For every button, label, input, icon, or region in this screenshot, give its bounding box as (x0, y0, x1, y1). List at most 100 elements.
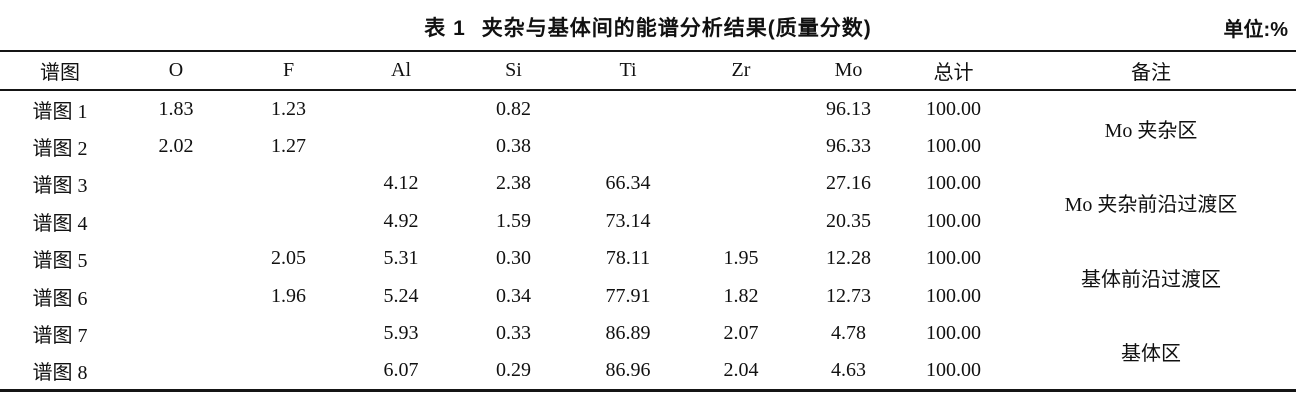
header-row: 谱图 O F Al Si Ti Zr Mo 总计 备注 (0, 51, 1296, 90)
table-row-spectrum-6: 谱图 6 1.96 5.24 0.34 77.91 1.82 12.73 100… (0, 278, 1296, 316)
table-title: 表 1 夹杂与基体间的能谱分析结果(质量分数) (0, 12, 1296, 42)
value-cell: 0.82 (496, 97, 531, 120)
value-cell: 6.07 (383, 359, 419, 381)
row-label: 谱图 4 (32, 212, 88, 235)
remark-cell: 基体前沿过渡区 (1081, 269, 1221, 291)
total-cell: 100.00 (926, 209, 981, 232)
total-cell: 100.00 (926, 97, 981, 120)
value-cell (120, 165, 232, 203)
value-cell (345, 128, 457, 166)
row-label: 谱图 8 (32, 362, 88, 384)
table-row-spectrum-3: 谱图 3 4.12 2.38 66.34 27.16 100.00 Mo 夹杂前… (0, 165, 1296, 216)
total-cell: 100.00 (926, 134, 981, 157)
value-cell: 4.92 (383, 209, 419, 232)
unit-label: 单位:% (1223, 19, 1288, 41)
table-title-text: 夹杂与基体间的能谱分析结果(质量分数) (481, 17, 872, 40)
table-caption: 表 1 夹杂与基体间的能谱分析结果(质量分数) 单位:% (0, 0, 1296, 50)
row-label: 谱图 2 (32, 137, 88, 160)
value-cell (232, 203, 345, 241)
col-header-remark: 备注 (1131, 62, 1171, 84)
col-header-si: Si (505, 59, 522, 81)
value-cell (686, 128, 796, 166)
value-cell: 4.63 (831, 359, 866, 381)
remark-cell: Mo 夹杂前沿过渡区 (1064, 194, 1238, 216)
col-header-f: F (282, 59, 295, 81)
value-cell (232, 315, 345, 353)
table-row-spectrum-2: 谱图 2 2.02 1.27 0.38 96.33 100.00 (0, 128, 1296, 166)
value-cell: 96.33 (826, 134, 871, 157)
table-row-spectrum-1: 谱图 1 1.83 1.23 0.82 96.13 100.00 Mo 夹杂区 (0, 90, 1296, 142)
table-row-spectrum-5: 谱图 5 2.05 5.31 0.30 78.11 1.95 12.28 100… (0, 240, 1296, 291)
value-cell (686, 203, 796, 241)
value-cell: 1.83 (158, 97, 194, 120)
value-cell (686, 90, 796, 128)
value-cell: 86.96 (605, 359, 651, 381)
remark-cell: Mo 夹杂区 (1104, 119, 1198, 142)
value-cell (345, 90, 457, 128)
value-cell: 77.91 (605, 284, 651, 307)
value-cell: 4.12 (383, 172, 419, 195)
value-cell: 0.33 (496, 322, 531, 345)
total-cell: 100.00 (926, 284, 981, 307)
value-cell: 1.96 (271, 284, 306, 307)
value-cell: 1.27 (271, 134, 306, 157)
total-cell: 100.00 (926, 322, 981, 345)
table-row-spectrum-8: 谱图 8 6.07 0.29 86.96 2.04 4.63 100.00 (0, 353, 1296, 391)
col-header-al: Al (391, 59, 411, 81)
col-header-spectrum: 谱图 (40, 62, 80, 84)
value-cell (570, 128, 686, 166)
value-cell: 1.23 (271, 97, 306, 120)
value-cell (120, 203, 232, 241)
value-cell: 27.16 (826, 172, 871, 195)
value-cell: 86.89 (605, 322, 651, 345)
row-label: 谱图 3 (32, 175, 88, 198)
row-label: 谱图 6 (32, 287, 88, 310)
value-cell (686, 165, 796, 203)
col-header-total: 总计 (933, 62, 974, 84)
total-cell: 100.00 (926, 172, 981, 195)
value-cell: 0.38 (496, 134, 531, 157)
value-cell: 78.11 (605, 247, 651, 270)
table-row-spectrum-7: 谱图 7 5.93 0.33 86.89 2.07 4.78 100.00 基体… (0, 315, 1296, 365)
value-cell: 5.24 (383, 284, 419, 307)
value-cell: 96.13 (826, 97, 871, 120)
value-cell (570, 90, 686, 128)
col-header-ti: Ti (619, 59, 637, 81)
value-cell: 1.95 (723, 247, 759, 270)
value-cell (120, 315, 232, 353)
value-cell: 1.59 (496, 209, 531, 232)
row-label: 谱图 1 (32, 100, 88, 123)
value-cell: 1.82 (723, 284, 759, 307)
value-cell: 5.31 (383, 247, 419, 270)
value-cell: 12.28 (826, 247, 871, 270)
value-cell (232, 165, 345, 203)
eds-results-table: 谱图 O F Al Si Ti Zr Mo 总计 备注 谱图 1 1.83 1.… (0, 50, 1296, 392)
col-header-o: O (168, 59, 184, 81)
total-cell: 100.00 (926, 247, 981, 270)
total-cell: 100.00 (926, 359, 981, 381)
col-header-zr: Zr (731, 59, 751, 81)
value-cell (120, 278, 232, 316)
remark-cell: 基体区 (1121, 343, 1181, 366)
value-cell: 73.14 (605, 209, 651, 232)
value-cell: 20.35 (826, 209, 871, 232)
value-cell: 4.78 (831, 322, 866, 345)
row-label: 谱图 5 (32, 250, 88, 273)
value-cell: 2.04 (723, 359, 759, 381)
value-cell: 5.93 (383, 322, 419, 345)
value-cell: 2.05 (271, 247, 306, 270)
value-cell: 0.29 (496, 359, 531, 381)
value-cell: 2.07 (723, 322, 759, 345)
value-cell: 2.38 (496, 172, 531, 195)
value-cell (232, 353, 345, 391)
value-cell: 12.73 (826, 284, 871, 307)
col-header-mo: Mo (834, 59, 863, 81)
value-cell (120, 353, 232, 391)
table-number: 表 1 (424, 17, 466, 40)
value-cell: 66.34 (605, 172, 651, 195)
table-row-spectrum-4: 谱图 4 4.92 1.59 73.14 20.35 100.00 (0, 203, 1296, 241)
value-cell: 0.30 (496, 247, 531, 270)
row-label: 谱图 7 (32, 325, 88, 348)
value-cell: 0.34 (496, 284, 531, 307)
value-cell: 2.02 (158, 134, 194, 157)
